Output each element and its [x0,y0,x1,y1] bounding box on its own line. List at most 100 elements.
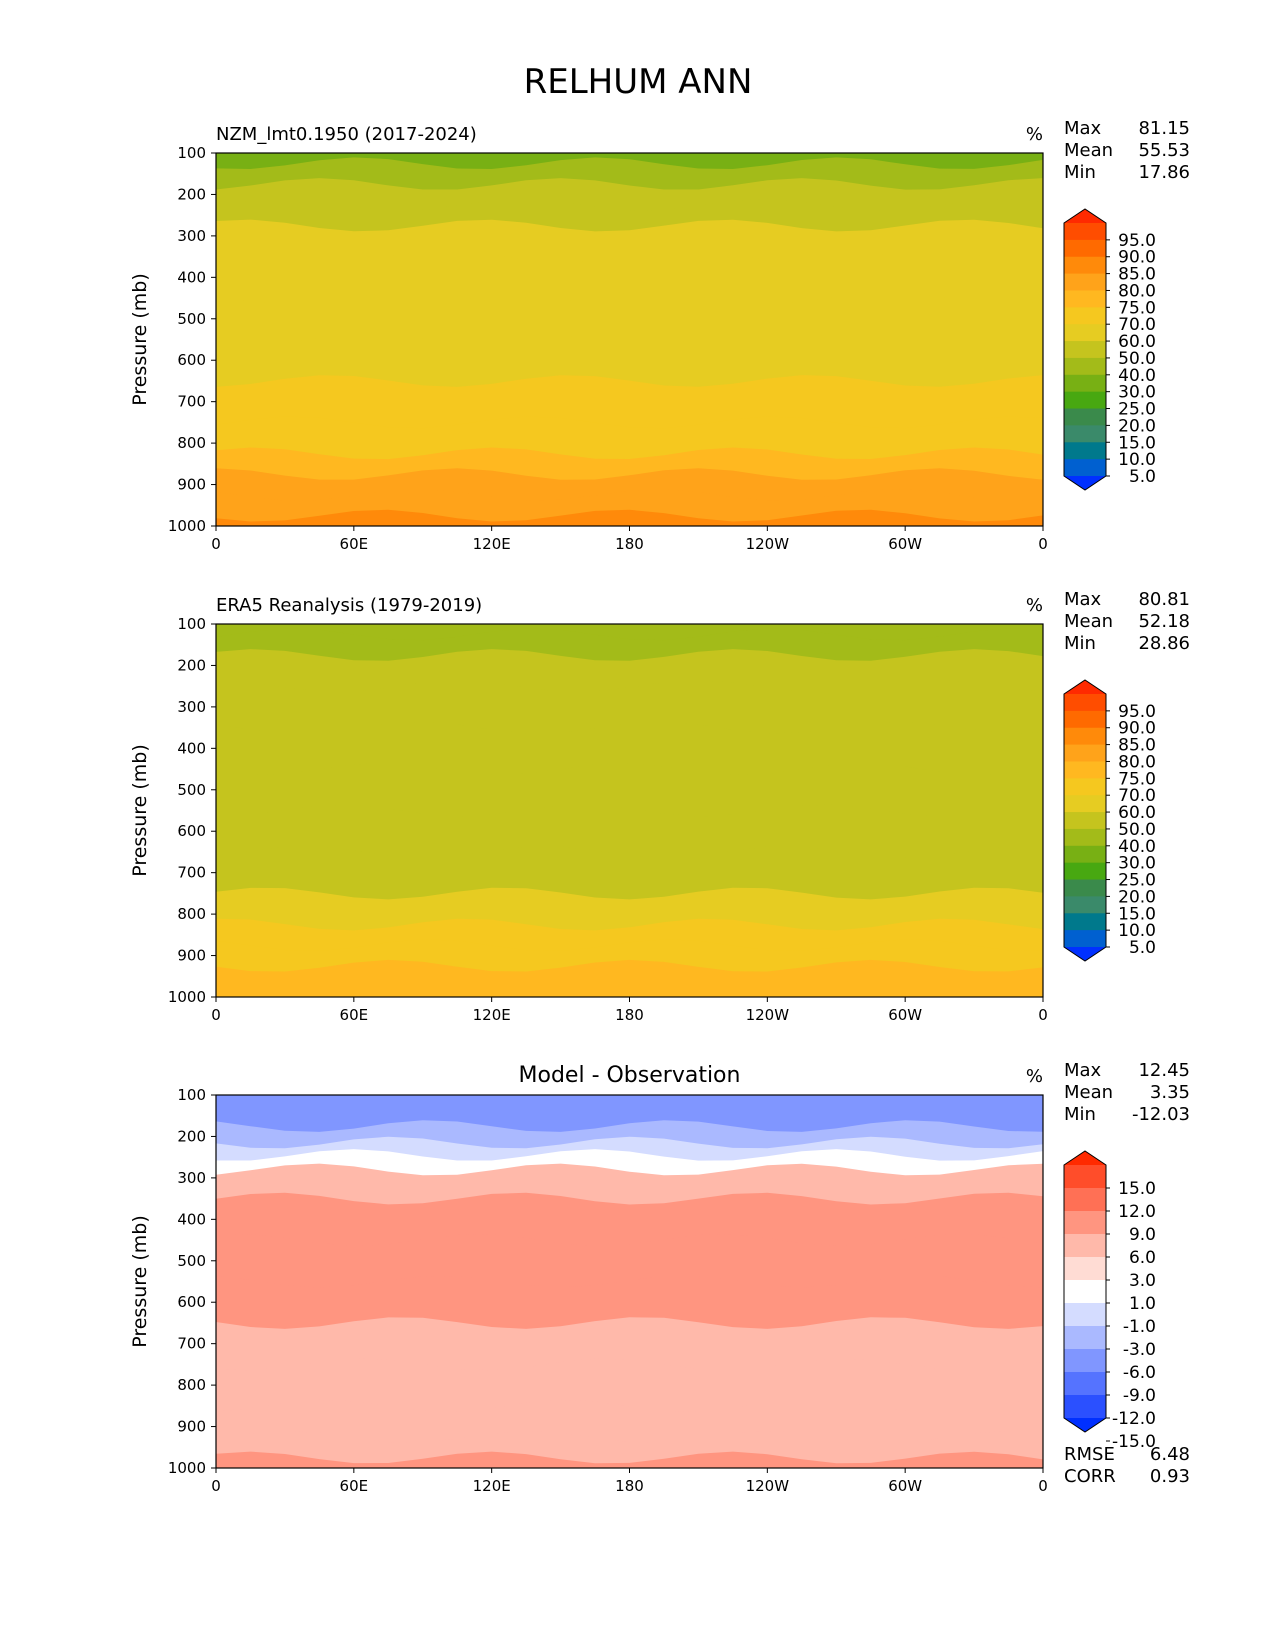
contour-band [216,980,1043,997]
y-tick-label: 400 [177,1210,206,1228]
x-tick-label: 0 [211,1477,221,1495]
colorbar-segment [1064,1303,1106,1327]
colorbar-segment [1064,862,1106,881]
y-tick-label: 200 [177,1127,206,1145]
units-label: % [1026,124,1043,145]
colorbar-segment [1064,1395,1106,1419]
contour-band [216,178,1043,215]
colorbar-segment [1064,795,1106,813]
chart-panel-1: NZM_lmt0.1950 (2017-2024) % Pressure (mb) 1… [129,118,1190,553]
x-tick-label: 120E [473,1477,511,1495]
colorbar-segment [1064,290,1106,308]
colorbar-label: 30.0 [1118,854,1156,874]
colorbar-label: 5.0 [1129,938,1156,958]
colorbar-label: 15.0 [1118,904,1156,924]
x-tick-label: 60E [340,1477,369,1495]
colorbar-label: 90.0 [1118,248,1156,268]
contour-band [216,846,1043,904]
y-tick-label: 200 [177,185,206,203]
colorbar-label: 25.0 [1118,400,1156,420]
y-tick-label: 100 [177,615,206,633]
colorbar-label: -12.0 [1112,1409,1156,1429]
colorbar-label: 85.0 [1118,265,1156,285]
colorbar-label: 5.0 [1129,467,1156,487]
y-tick-label: 100 [177,1086,206,1104]
plot-area [216,153,1043,526]
colorbar-label: 40.0 [1118,366,1156,386]
stat-value: 28.86 [1138,633,1190,654]
contour-band [216,375,1043,433]
colorbar-extend-max [1064,1151,1106,1165]
y-tick-label: 600 [177,1293,206,1311]
x-tick-label: 120W [746,535,790,553]
x-tick-label: 120W [746,1477,790,1495]
colorbar-label: 80.0 [1118,281,1156,301]
colorbar-segment [1064,1349,1106,1373]
stat-label: Max [1064,118,1102,139]
colorbar-extend-min [1064,476,1106,490]
colorbar: 95.090.085.080.075.070.060.050.040.030.0… [1063,208,1156,491]
colorbar-label: 15.0 [1118,1179,1156,1199]
stat-value: 55.53 [1138,140,1190,161]
colorbar-label: -15.0 [1112,1432,1156,1452]
chart-panel-2: ERA5 Reanalysis (1979-2019) % Pressure (mb… [129,589,1190,1024]
x-tick-label: 60W [888,1477,922,1495]
colorbar-extend-min [1064,947,1106,961]
figure-title: RELHUM ANN [524,62,753,102]
colorbar-label: -9.0 [1123,1386,1156,1406]
units-label: % [1026,1066,1043,1087]
x-tick-label: 60E [340,535,369,553]
y-tick-label: 1000 [168,1459,206,1477]
colorbar-segment [1064,425,1106,443]
x-tick-label: 60E [340,1006,369,1024]
x-tick-label: 60W [888,535,922,553]
colorbar-label: 40.0 [1118,837,1156,857]
colorbar-label: 3.0 [1129,1271,1156,1291]
colorbar-label: -1.0 [1123,1317,1156,1337]
x-tick-label: 120W [746,1006,790,1024]
stat-label: Min [1064,162,1096,183]
contour-band [216,1451,1043,1468]
y-tick-label: 500 [177,1252,206,1270]
colorbar-segment [1064,223,1106,241]
contour-band [216,1163,1043,1209]
colorbar-segment [1064,1211,1106,1235]
colorbar: 95.090.085.080.075.070.060.050.040.030.0… [1063,679,1156,962]
contour-band [216,416,1043,464]
colorbar-label: 9.0 [1129,1225,1156,1245]
stat-value: -12.03 [1132,1104,1190,1125]
colorbar-segment [1064,879,1106,897]
contour-band [216,1430,1043,1468]
y-tick-label: 600 [177,822,206,840]
colorbar-label: 20.0 [1118,416,1156,436]
colorbar-segment [1064,744,1106,762]
colorbar-label: 95.0 [1118,702,1156,722]
colorbar-label: 60.0 [1118,332,1156,352]
y-tick-label: 500 [177,310,206,328]
y-tick-label: 200 [177,656,206,674]
colorbar-label: 12.0 [1118,1202,1156,1222]
panel-title: Model - Observation [519,1063,741,1088]
y-tick-label: 1000 [168,517,206,535]
y-tick-label: 900 [177,947,206,965]
panel-title: ERA5 Reanalysis (1979-2019) [216,595,482,616]
colorbar-label: 90.0 [1118,719,1156,739]
stat-value: 17.86 [1138,162,1190,183]
colorbar-label: 6.0 [1129,1248,1156,1268]
colorbar: 15.0 12.0 9.0 6.0 3.0 1.0 -1.0 -3.0 -6.0 -9.0 -12.… [1063,1150,1156,1452]
chart-panel-3: Model - Observation % Pressure (mb) 100 200 3… [129,1060,1190,1495]
stat-label: Max [1064,1060,1102,1081]
colorbar-label: 60.0 [1118,803,1156,823]
y-tick-label: 100 [177,144,206,162]
contour-band [216,628,1043,666]
x-tick-label: 120E [473,1006,511,1024]
stat-value: 81.15 [1138,118,1190,139]
colorbar-segment [1064,1165,1106,1189]
colorbar-segment [1064,374,1106,393]
colorbar-segment [1064,324,1106,342]
colorbar-label: 70.0 [1118,786,1156,806]
contour-band [216,804,1043,862]
colorbar-extend-max [1064,209,1106,223]
colorbar-label: 15.0 [1118,433,1156,453]
